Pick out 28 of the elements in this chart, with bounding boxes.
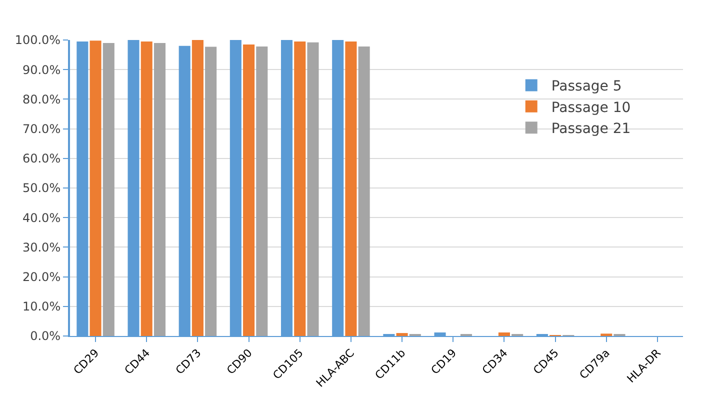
legend-label: Passage 5 bbox=[551, 78, 622, 95]
bar bbox=[345, 41, 357, 336]
bar bbox=[396, 333, 408, 336]
y-tick-label: 80.0% bbox=[22, 92, 61, 106]
y-tick-label: 70.0% bbox=[22, 122, 61, 136]
bar bbox=[498, 332, 510, 336]
bar bbox=[358, 46, 370, 336]
bar bbox=[256, 46, 268, 336]
legend-label: Passage 10 bbox=[551, 100, 631, 116]
legend-label: Passage 21 bbox=[551, 121, 631, 138]
bar bbox=[307, 42, 319, 336]
y-tick-label: 90.0% bbox=[22, 62, 61, 77]
bar bbox=[205, 46, 217, 336]
y-tick-label: 50.0% bbox=[22, 181, 61, 196]
bar bbox=[102, 42, 114, 336]
bar bbox=[294, 41, 306, 336]
bar bbox=[192, 40, 204, 336]
y-tick-label: 10.0% bbox=[22, 300, 61, 314]
bar bbox=[90, 40, 102, 336]
y-tick-label: 0.0% bbox=[30, 329, 61, 344]
bar bbox=[154, 42, 166, 336]
bar bbox=[243, 44, 255, 336]
y-tick-label: 30.0% bbox=[22, 240, 61, 254]
y-tick-label: 100.0% bbox=[14, 33, 61, 48]
bar bbox=[140, 41, 152, 336]
y-tick-label: 20.0% bbox=[22, 270, 61, 284]
y-tick-label: 40.0% bbox=[22, 210, 61, 225]
y-tick-label: 60.0% bbox=[22, 152, 61, 166]
